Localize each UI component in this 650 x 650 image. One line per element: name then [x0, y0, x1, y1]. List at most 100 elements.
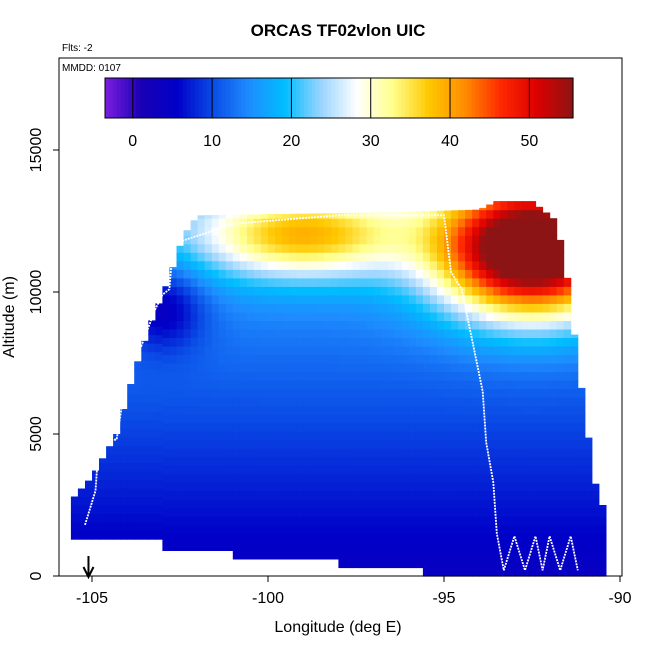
heatmap-cell [528, 456, 537, 466]
heatmap-cell [570, 431, 579, 441]
heatmap-cell [169, 269, 177, 279]
heatmap-cell [169, 490, 177, 500]
heatmap-cell [472, 397, 480, 407]
heatmap-cell [204, 226, 213, 236]
heatmap-cell [401, 235, 410, 245]
heatmap-cell [401, 277, 410, 287]
heatmap-cell [331, 252, 339, 262]
heatmap-cell [570, 334, 579, 338]
heatmap-cell [415, 388, 424, 398]
heatmap-cell [239, 465, 248, 475]
heatmap-cell [549, 465, 558, 475]
heatmap-cell [282, 235, 290, 245]
heatmap-cell [437, 346, 445, 356]
heatmap-cell [113, 513, 121, 523]
heatmap-cell [401, 439, 410, 449]
heatmap-cell [120, 419, 128, 429]
heatmap-cell [253, 524, 262, 534]
heatmap-cell [507, 567, 515, 577]
heatmap-cell [310, 294, 318, 304]
heatmap-cell [261, 524, 269, 534]
heatmap-cell [437, 354, 445, 364]
heatmap-cell [528, 465, 537, 475]
heatmap-cell [303, 252, 311, 262]
heatmap-cell [345, 328, 353, 338]
heatmap-cell [359, 550, 368, 560]
heatmap-cell [106, 470, 114, 480]
heatmap-cell [162, 380, 170, 390]
heatmap-cell [282, 226, 290, 236]
heatmap-cell [401, 243, 410, 253]
heatmap-cell [437, 507, 445, 517]
heatmap-cell [345, 294, 353, 304]
heatmap-cell [542, 431, 551, 441]
heatmap-cell [394, 533, 403, 543]
heatmap-cell [317, 550, 325, 560]
heatmap-cell [444, 363, 452, 373]
heatmap-cell [507, 499, 515, 509]
heatmap-cell [232, 354, 241, 364]
heatmap-cell [507, 465, 515, 475]
heatmap-cell [373, 533, 382, 543]
colorbar-swatch [370, 78, 375, 118]
heatmap-cell [521, 320, 529, 330]
heatmap-cell [437, 516, 445, 526]
heatmap-cell [380, 507, 389, 517]
colorbar-swatch [276, 78, 282, 118]
heatmap-cell [429, 431, 438, 441]
heatmap-cell [282, 541, 290, 551]
heatmap-cell [352, 311, 361, 321]
heatmap-cell [458, 380, 466, 390]
heatmap-cell [197, 286, 206, 296]
heatmap-cell [282, 456, 290, 466]
heatmap-cell [120, 488, 128, 498]
heatmap-cell [528, 260, 537, 270]
heatmap-cell [282, 269, 290, 279]
heatmap-cell [352, 431, 361, 441]
heatmap-cell [549, 422, 558, 432]
heatmap-cell [211, 448, 220, 458]
heatmap-cell [401, 559, 410, 569]
heatmap-cell [253, 388, 262, 398]
heatmap-cell [77, 505, 86, 515]
heatmap-cell [176, 499, 185, 509]
heatmap-cell [415, 277, 424, 287]
heatmap-cell [239, 448, 248, 458]
heatmap-cell [239, 286, 248, 296]
heatmap-cell [500, 337, 508, 347]
heatmap-cell [458, 218, 466, 228]
heatmap-cell [507, 294, 515, 304]
heatmap-cell [352, 533, 361, 543]
heatmap-cell [479, 507, 487, 517]
heatmap-cell [584, 550, 593, 560]
heatmap-cell [261, 371, 269, 381]
heatmap-cell [535, 260, 544, 270]
heatmap-cell [211, 397, 220, 407]
heatmap-cell [310, 499, 318, 509]
heatmap-cell [373, 226, 382, 236]
heatmap-cell [92, 522, 100, 532]
heatmap-cell [591, 499, 600, 509]
heatmap-cell [204, 277, 213, 287]
heatmap-cell [521, 405, 529, 415]
heatmap-cell [176, 303, 185, 313]
heatmap-cell [99, 470, 107, 480]
heatmap-cell [190, 422, 199, 432]
heatmap-cell [387, 243, 396, 253]
heatmap-cell [570, 516, 579, 526]
colorbar-swatch [389, 78, 395, 118]
heatmap-cell [338, 405, 346, 415]
heatmap-cell [239, 269, 248, 279]
heatmap-cell [570, 354, 579, 364]
heatmap-cell [232, 252, 241, 262]
heatmap-cell [408, 252, 417, 262]
heatmap-cell [577, 499, 586, 509]
heatmap-cell [190, 516, 199, 526]
heatmap-cell [507, 354, 515, 364]
heatmap-cell [218, 260, 227, 270]
heatmap-cell [542, 541, 551, 551]
heatmap-cell [549, 490, 558, 500]
heatmap-cell [204, 294, 213, 304]
heatmap-cell [429, 405, 438, 415]
heatmap-cell [444, 533, 452, 543]
